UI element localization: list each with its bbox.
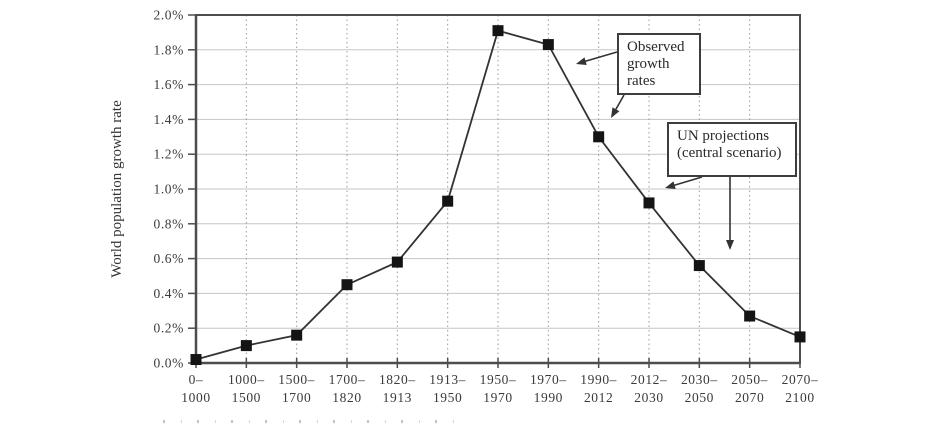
- annotation-arrowhead: [611, 107, 620, 118]
- y-tick-label: 1.6%: [153, 77, 184, 92]
- x-tick-label-period-end: 1820: [332, 390, 361, 405]
- y-tick-label: 0.2%: [153, 321, 184, 336]
- data-point-1820–1913: [391, 256, 403, 268]
- cropped-caption-remnant: [163, 420, 459, 423]
- x-tick-label-period-end: 1500: [232, 390, 261, 405]
- annotation-line: UN projections: [677, 128, 770, 144]
- y-tick-label: 1.8%: [153, 42, 184, 57]
- y-tick-label: 1.0%: [153, 182, 184, 197]
- x-tick-label-period-start: 1950–: [480, 372, 517, 387]
- y-tick-label: 0.6%: [153, 251, 184, 266]
- x-tick-label-period-end: 2030: [634, 390, 663, 405]
- x-tick-label-period-start: 1990–: [580, 372, 617, 387]
- x-tick-label-period-end: 2050: [685, 390, 714, 405]
- x-tick-label-period-start: 2030–: [681, 372, 718, 387]
- data-point-2030–2050: [693, 260, 705, 272]
- annotation-observed-growth-rates: Observed growth rates: [617, 33, 701, 95]
- x-tick-label-period-end: 1913: [383, 390, 412, 405]
- data-point-2012–2030: [643, 197, 655, 209]
- data-point-1990–2012: [593, 131, 605, 143]
- x-tick-label-period-end: 1000: [181, 390, 210, 405]
- x-tick-label-period-end: 2012: [584, 390, 613, 405]
- y-tick-label: 0.8%: [153, 216, 184, 231]
- x-tick-label-period-start: 1913–: [429, 372, 466, 387]
- y-tick-label: 2.0%: [153, 8, 184, 23]
- x-tick-label-period-end: 1700: [282, 390, 311, 405]
- y-tick-label: 1.2%: [153, 147, 184, 162]
- annotation-line: Observed: [627, 39, 685, 55]
- annotation-arrowhead: [576, 57, 587, 66]
- annotation-line: growth: [627, 56, 670, 72]
- annotation-line: (central scenario): [677, 145, 782, 161]
- data-point-0–1000: [190, 354, 202, 366]
- x-tick-label-period-start: 1970–: [530, 372, 567, 387]
- data-point-1950–1970: [492, 25, 504, 37]
- x-tick-label-period-start: 2050–: [731, 372, 768, 387]
- y-axis-title: World population growth rate: [109, 100, 125, 278]
- y-tick-label: 0.0%: [153, 356, 184, 371]
- y-tick-label: 1.4%: [153, 112, 184, 127]
- annotation-arrow-shaft: [672, 176, 703, 187]
- x-tick-label-period-end: 1970: [483, 390, 512, 405]
- annotation-un-projections: UN projections (central scenario): [667, 122, 797, 177]
- x-tick-label-period-start: 1000–: [228, 372, 265, 387]
- annotation-arrow-shaft: [583, 51, 618, 63]
- data-point-1970–1990: [542, 39, 554, 51]
- data-point-2070–2100: [794, 331, 806, 343]
- x-tick-label-period-start: 1500–: [278, 372, 315, 387]
- x-tick-label-period-end: 1990: [534, 390, 563, 405]
- x-tick-label-period-end: 1950: [433, 390, 462, 405]
- annotation-line: rates: [627, 73, 656, 89]
- annotation-arrowhead: [665, 181, 676, 189]
- annotation-arrowhead: [726, 240, 734, 250]
- data-point-1000–1500: [240, 340, 252, 352]
- x-tick-label-period-start: 1820–: [379, 372, 416, 387]
- data-point-2050–2070: [744, 310, 756, 322]
- data-point-1913–1950: [442, 195, 454, 207]
- x-tick-label-period-start: 2070–: [782, 372, 819, 387]
- x-tick-label-period-end: 2070: [735, 390, 764, 405]
- x-tick-label-period-end: 2100: [785, 390, 814, 405]
- data-point-1700–1820: [341, 279, 353, 291]
- x-tick-label-period-start: 0–: [189, 372, 204, 387]
- data-point-1500–1700: [291, 329, 303, 341]
- x-tick-label-period-start: 1700–: [329, 372, 366, 387]
- x-tick-label-period-start: 2012–: [631, 372, 668, 387]
- annotation-arrow-shaft: [614, 94, 625, 112]
- y-tick-label: 0.4%: [153, 286, 184, 301]
